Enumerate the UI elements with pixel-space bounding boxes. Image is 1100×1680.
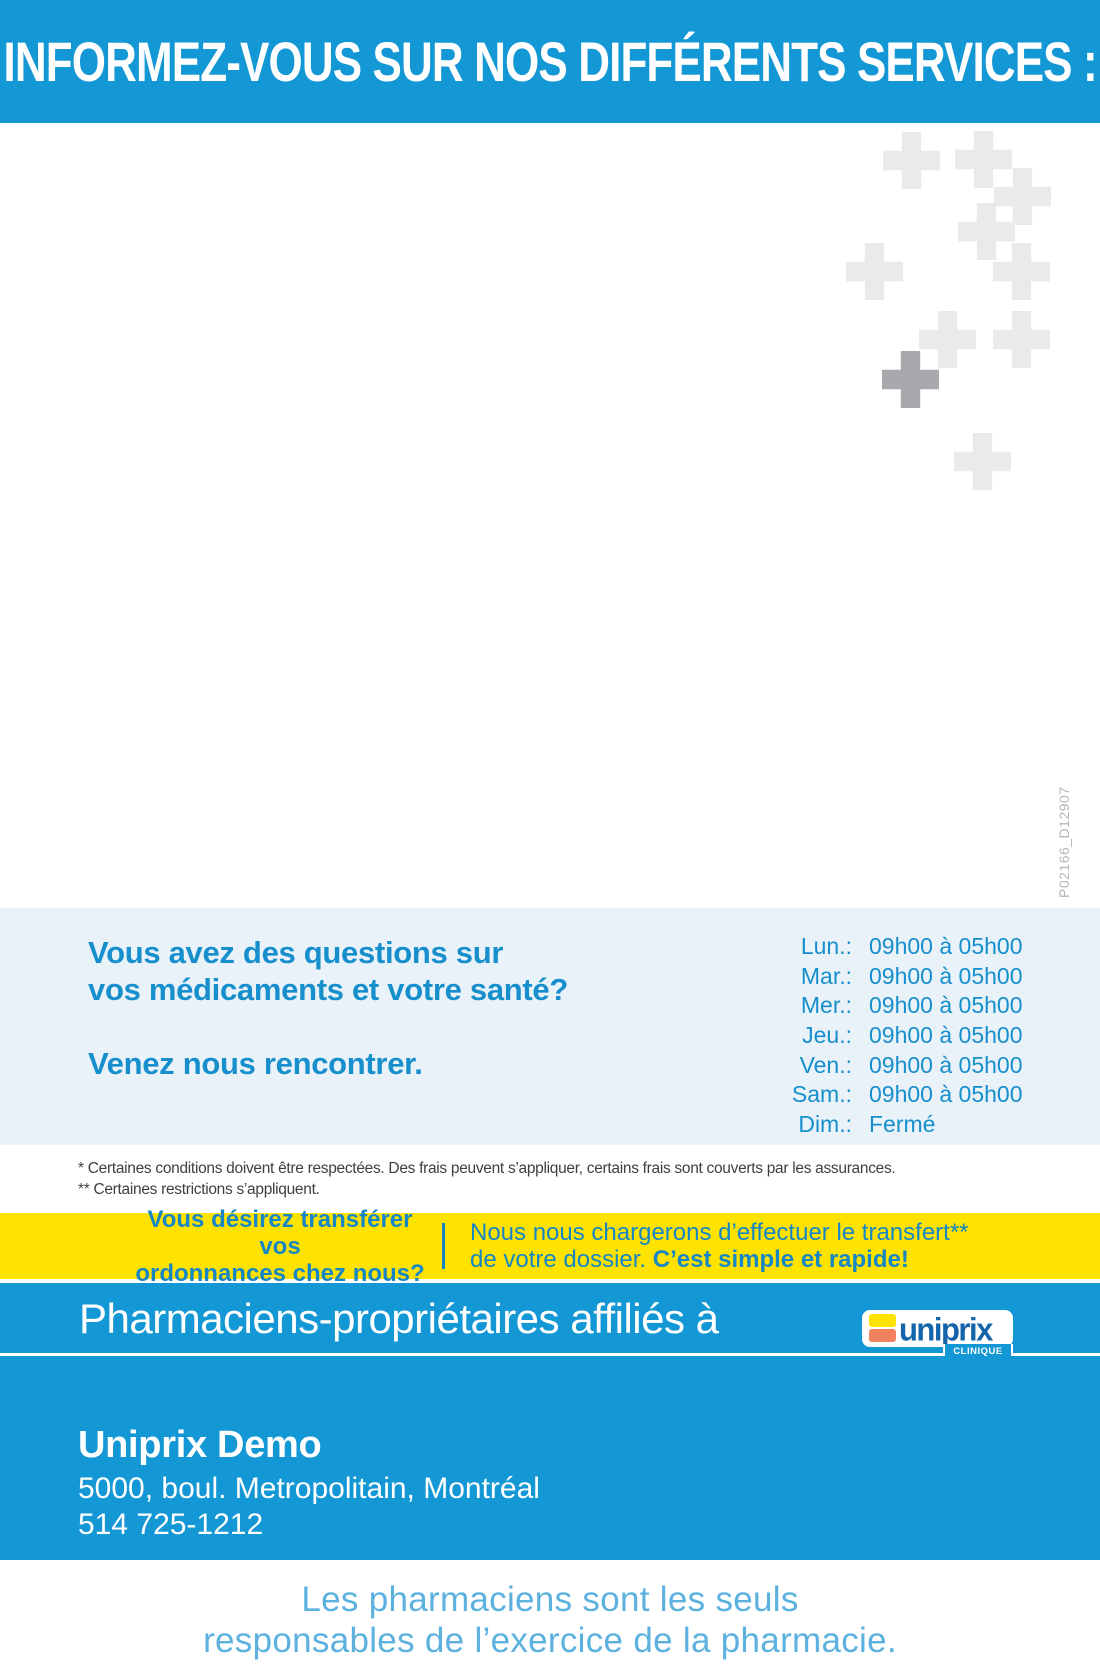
hours-time: 09h00 à 05h00 bbox=[869, 1022, 1023, 1049]
hours-row: Dim.: Fermé bbox=[730, 1110, 1023, 1140]
hours-row: Mer.: 09h00 à 05h00 bbox=[730, 991, 1023, 1021]
transfer-answer-line1: Nous nous chargerons d’effectuer le tran… bbox=[470, 1219, 969, 1246]
store-phone: 514 725-1212 bbox=[78, 1508, 264, 1541]
header-banner: INFORMEZ-VOUS SUR NOS DIFFÉRENTS SERVICE… bbox=[0, 0, 1100, 123]
hours-row: Ven.: 09h00 à 05h00 bbox=[730, 1050, 1023, 1080]
questions-heading-line1: Vous avez des questions sur bbox=[88, 935, 504, 970]
affiliation-text: Pharmaciens-propriétaires affiliés à bbox=[79, 1295, 719, 1342]
hours-time: Fermé bbox=[869, 1110, 936, 1137]
transfer-answer-line2: de votre dossier. C’est simple et rapide… bbox=[470, 1246, 969, 1273]
fine-print-line1: * Certaines conditions doivent être resp… bbox=[78, 1160, 896, 1177]
transfer-question-line1: Vous désirez transférer vos bbox=[147, 1205, 413, 1260]
logo-orange-bar-icon bbox=[869, 1329, 896, 1342]
hours-day: Lun.: bbox=[800, 933, 852, 960]
fine-print: * Certaines conditions doivent être resp… bbox=[78, 1158, 896, 1200]
hours-row: Lun.: 09h00 à 05h00 bbox=[730, 932, 1023, 962]
affiliation-strip: Pharmaciens-propriétaires affiliés à uni… bbox=[0, 1283, 1100, 1361]
hours-day: Jeu.: bbox=[802, 1022, 852, 1049]
hours-day: Mar.: bbox=[800, 962, 852, 989]
logo-wordmark: uniprix bbox=[899, 1311, 993, 1348]
hours-time: 09h00 à 05h00 bbox=[869, 1051, 1023, 1078]
plus-icon-dark bbox=[882, 351, 939, 408]
hours-row: Jeu.: 09h00 à 05h00 bbox=[730, 1021, 1023, 1051]
uniprix-logo: uniprix CLINIQUE bbox=[862, 1310, 1013, 1361]
hours-time: 09h00 à 05h00 bbox=[869, 1081, 1023, 1108]
plus-icon bbox=[954, 433, 1011, 490]
store-address: 5000, boul. Metropolitain, Montréal bbox=[78, 1472, 540, 1505]
transfer-question: Vous désirez transférer vos ordonnances … bbox=[125, 1206, 435, 1287]
transfer-answer: Nous nous chargerons d’effectuer le tran… bbox=[470, 1213, 969, 1279]
fine-print-line2: ** Certaines restrictions s’appliquent. bbox=[78, 1181, 320, 1198]
footer-line2: responsables de l’exercice de la pharmac… bbox=[203, 1621, 897, 1660]
info-section: Vous avez des questions sur vos médicame… bbox=[0, 908, 1100, 1145]
logo-yellow-bar-icon bbox=[869, 1314, 896, 1327]
hours-day: Mer.: bbox=[800, 992, 852, 1019]
meet-us-text: Venez nous rencontrer. bbox=[88, 1046, 423, 1081]
banner-title: INFORMEZ-VOUS SUR NOS DIFFÉRENTS SERVICE… bbox=[3, 30, 1097, 93]
questions-heading-line2: vos médicaments et votre santé? bbox=[88, 972, 568, 1007]
footer-line1: Les pharmaciens sont les seuls bbox=[301, 1580, 799, 1619]
hours-day: Dim.: bbox=[798, 1110, 852, 1137]
hours-day: Sam.: bbox=[791, 1081, 852, 1108]
plus-icon bbox=[846, 243, 903, 300]
opening-hours: Lun.: 09h00 à 05h00 Mar.: 09h00 à 05h00 … bbox=[730, 932, 1023, 1139]
plus-icon bbox=[955, 131, 1012, 188]
plus-icon bbox=[993, 243, 1050, 300]
hours-row: Mar.: 09h00 à 05h00 bbox=[730, 962, 1023, 992]
transfer-answer-bold: C’est simple et rapide! bbox=[652, 1246, 909, 1273]
transfer-banner: Vous désirez transférer vos ordonnances … bbox=[0, 1206, 1100, 1287]
plus-icon bbox=[993, 311, 1050, 368]
hours-time: 09h00 à 05h00 bbox=[869, 933, 1023, 960]
plus-icon bbox=[958, 203, 1015, 260]
store-name: Uniprix Demo bbox=[78, 1424, 322, 1466]
hours-time: 09h00 à 05h00 bbox=[869, 992, 1023, 1019]
transfer-answer-regular: de votre dossier. bbox=[470, 1246, 653, 1273]
vertical-divider bbox=[442, 1223, 445, 1269]
hours-day: Ven.: bbox=[799, 1051, 852, 1078]
plus-icon bbox=[994, 168, 1051, 225]
hours-time: 09h00 à 05h00 bbox=[869, 962, 1023, 989]
plus-icon bbox=[919, 311, 976, 368]
print-code: P02166_D12907 bbox=[1056, 786, 1072, 898]
transfer-question-line2: ordonnances chez nous? bbox=[135, 1259, 425, 1287]
questions-heading: Vous avez des questions sur vos médicame… bbox=[88, 934, 568, 1008]
plus-icon bbox=[883, 132, 940, 189]
hours-row: Sam.: 09h00 à 05h00 bbox=[730, 1080, 1023, 1110]
footer-disclaimer: Les pharmaciens sont les seuls responsab… bbox=[0, 1560, 1100, 1680]
store-section: Uniprix Demo 5000, boul. Metropolitain, … bbox=[0, 1356, 1100, 1560]
